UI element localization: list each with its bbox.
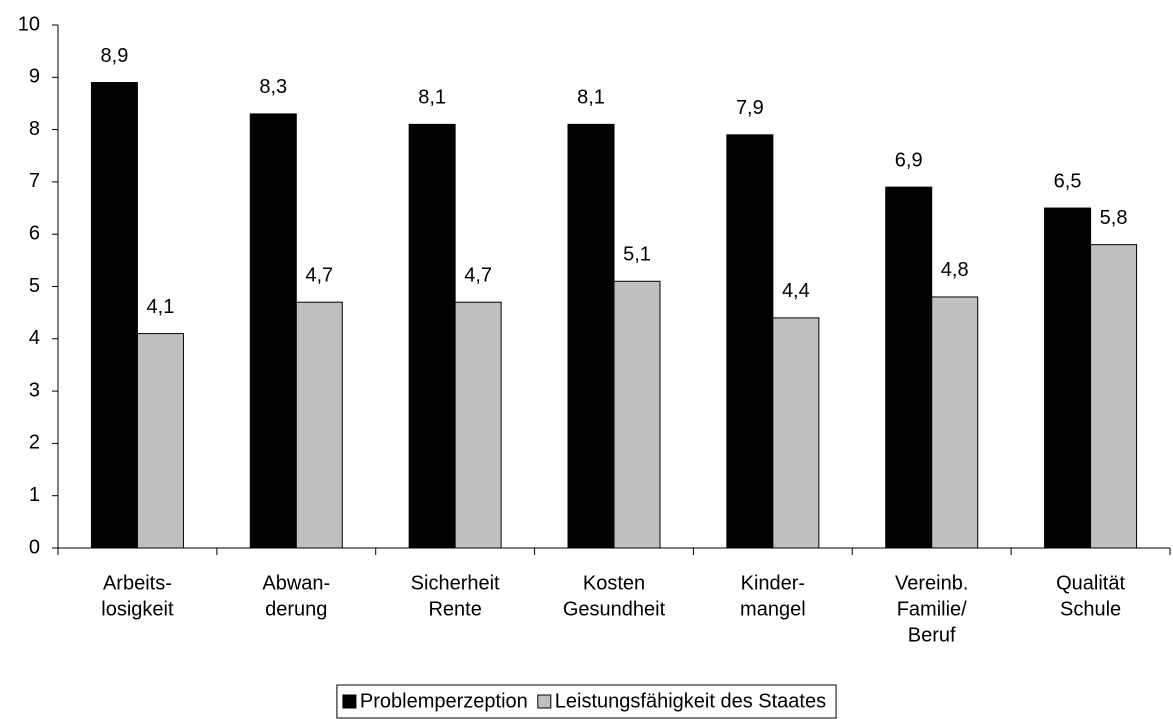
value-label: 4,7 — [305, 264, 333, 286]
bar — [567, 123, 615, 549]
value-label: 8,1 — [577, 87, 605, 109]
bar — [931, 296, 979, 549]
y-tick-label: 3 — [29, 379, 40, 401]
value-label: 6,5 — [1054, 170, 1082, 192]
bar — [726, 134, 774, 549]
bar — [454, 301, 502, 549]
value-label: 7,9 — [736, 97, 764, 119]
value-label: 5,8 — [1100, 207, 1128, 229]
y-tick-label: 7 — [29, 170, 40, 192]
bar — [772, 317, 820, 549]
y-tick-label: 9 — [29, 66, 40, 88]
x-tick-label: Vereinb. — [895, 572, 968, 594]
y-tick-label: 5 — [29, 275, 40, 297]
x-tick-label: Schule — [1060, 598, 1121, 620]
y-tick-label: 0 — [29, 536, 40, 558]
x-tick-label: Qualität — [1056, 572, 1125, 594]
legend-swatch — [342, 694, 357, 709]
value-label: 4,1 — [147, 296, 175, 318]
y-tick-label: 4 — [29, 327, 40, 349]
value-label: 4,4 — [782, 280, 810, 302]
legend-swatch — [537, 694, 552, 709]
value-label: 8,9 — [101, 45, 129, 67]
value-label: 4,7 — [464, 264, 492, 286]
value-label: 8,1 — [418, 87, 446, 109]
y-tick-label: 6 — [29, 222, 40, 244]
bar — [1090, 244, 1138, 549]
x-tick-label: mangel — [740, 598, 806, 620]
bar — [90, 82, 138, 549]
legend — [336, 684, 837, 719]
x-tick-label: derung — [265, 598, 327, 620]
value-label: 5,1 — [623, 244, 651, 266]
value-label: 6,9 — [895, 149, 923, 171]
bar — [249, 113, 297, 549]
x-tick-label: Beruf — [908, 624, 956, 646]
x-tick-label: Abwan- — [262, 572, 330, 594]
y-tick-label: 2 — [29, 432, 40, 454]
bar — [1044, 207, 1092, 549]
x-tick-label: Familie/ — [897, 598, 967, 620]
bar — [408, 123, 456, 549]
y-tick-label: 8 — [29, 118, 40, 140]
bar — [295, 301, 343, 549]
x-tick-label: Kinder- — [741, 572, 805, 594]
y-tick-label: 10 — [18, 13, 40, 35]
bar — [885, 186, 933, 549]
legend-label: Leistungsfähigkeit des Staates — [555, 690, 826, 712]
bar — [136, 333, 184, 549]
bar — [613, 280, 661, 549]
value-label: 8,3 — [259, 76, 287, 98]
x-tick-label: Kosten — [583, 572, 645, 594]
x-tick-label: Gesundheit — [563, 598, 666, 620]
x-tick-label: losigkeit — [101, 598, 174, 620]
legend-label: Problemperzeption — [360, 690, 528, 712]
value-label: 4,8 — [941, 259, 969, 281]
x-tick-label: Sicherheit — [411, 572, 500, 594]
y-tick-label: 1 — [29, 484, 40, 506]
x-tick-label: Rente — [428, 598, 481, 620]
x-tick-label: Arbeits- — [103, 572, 172, 594]
